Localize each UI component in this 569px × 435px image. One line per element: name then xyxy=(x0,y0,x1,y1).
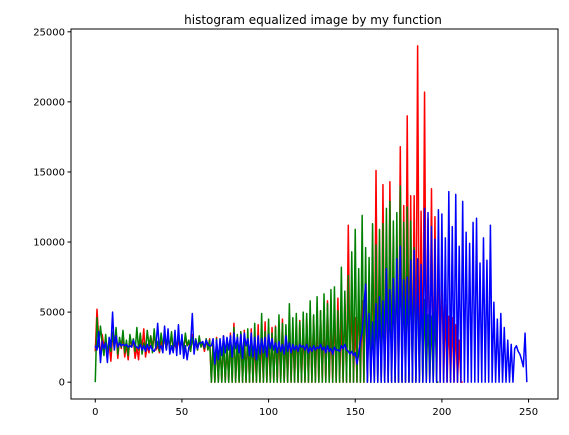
y-tick-label: 10000 xyxy=(33,238,65,249)
plot-lines xyxy=(94,45,528,383)
series-line-2 xyxy=(94,190,528,383)
plot-frame xyxy=(70,28,559,400)
y-tick-label: 5000 xyxy=(40,308,65,319)
x-tick-label: 150 xyxy=(346,407,365,418)
y-tick-label: 15000 xyxy=(33,167,65,178)
y-tick-label: 0 xyxy=(59,378,65,389)
x-tick-label: 200 xyxy=(432,407,451,418)
x-tick-label: 100 xyxy=(259,407,278,418)
y-tick-label: 25000 xyxy=(33,27,65,38)
x-tick-label: 0 xyxy=(92,407,98,418)
x-axis: 0 50 100 150 200 250 xyxy=(92,399,538,418)
y-tick-label: 20000 xyxy=(33,97,65,108)
chart-title: histogram equalized image by my function xyxy=(184,13,442,27)
x-tick-label: 50 xyxy=(176,407,189,418)
y-axis: 0 5000 10000 15000 20000 25000 xyxy=(33,27,71,389)
x-tick-label: 250 xyxy=(519,407,538,418)
